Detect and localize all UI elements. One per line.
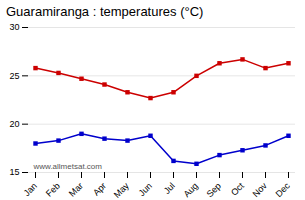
html-text:Guaramiranga : temperatures (°: Guaramiranga : temperatures (°C)	[6, 4, 204, 19]
svg-text:www.allmetsat.com: www.allmetsat.com	[33, 162, 103, 171]
svg-text:15: 15	[9, 167, 19, 177]
svg-text:25: 25	[9, 71, 19, 81]
svg-text:Apr: Apr	[91, 181, 108, 198]
svg-text:Jul: Jul	[162, 181, 177, 196]
svg-text:Aug: Aug	[182, 181, 200, 199]
svg-text:Dec: Dec	[274, 180, 293, 199]
svg-text:Sep: Sep	[205, 181, 223, 199]
svg-text:May: May	[112, 180, 131, 199]
svg-text:30: 30	[9, 22, 19, 32]
svg-text:Mar: Mar	[67, 181, 85, 199]
svg-text:Jan: Jan	[22, 181, 39, 198]
svg-text:Feb: Feb	[44, 181, 62, 199]
svg-text:Nov: Nov	[251, 180, 270, 199]
svg-text:Jun: Jun	[137, 181, 154, 198]
svg-text:Oct: Oct	[229, 180, 246, 197]
svg-text:20: 20	[9, 119, 19, 129]
